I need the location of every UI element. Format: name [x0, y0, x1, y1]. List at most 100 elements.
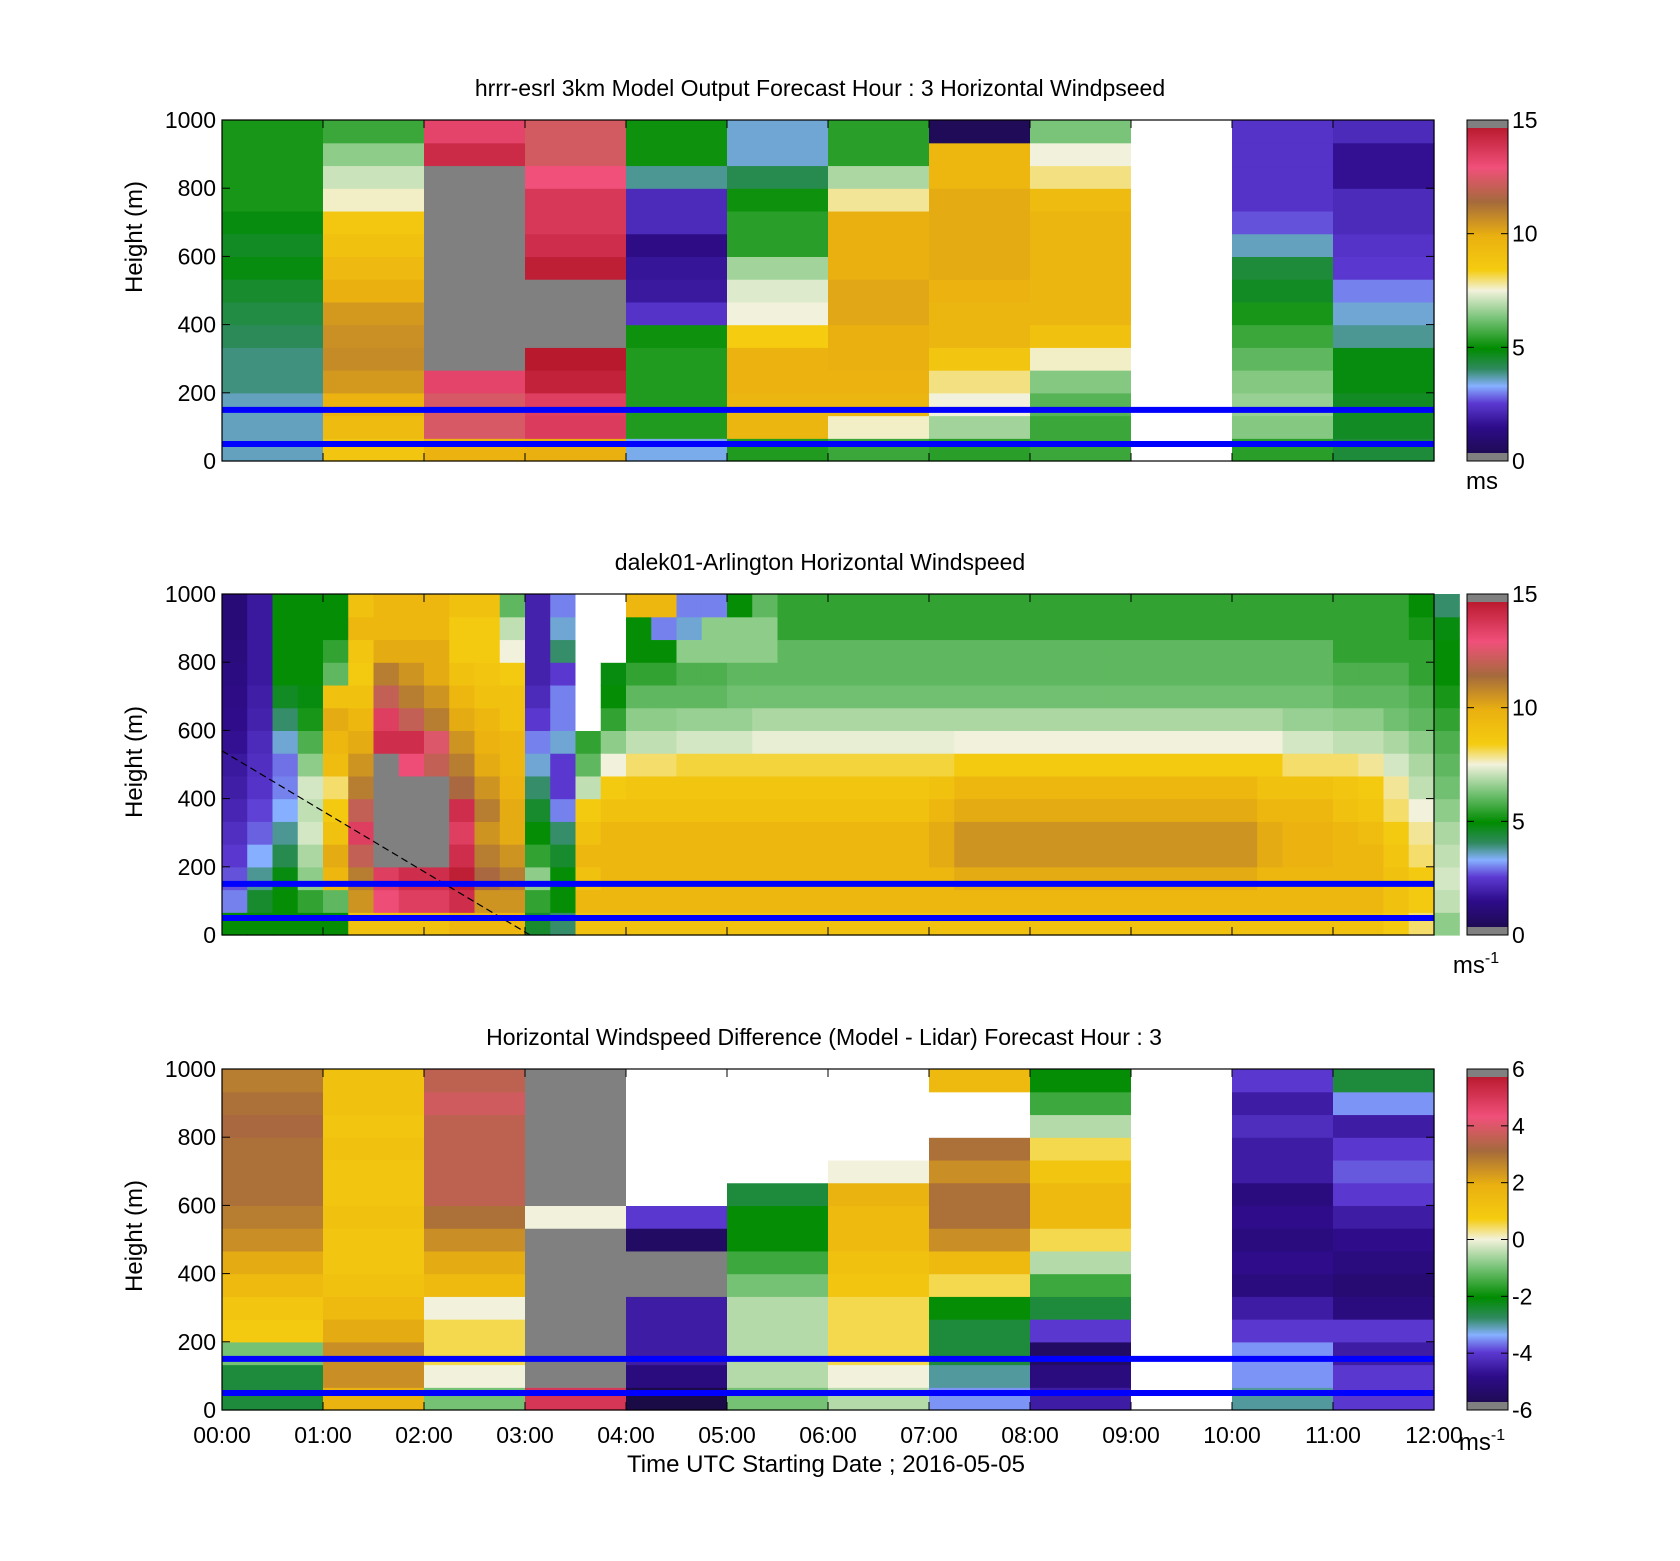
heatmap-cell [222, 662, 248, 686]
heatmap-cell [272, 775, 299, 800]
heatmap-cell [1408, 753, 1435, 777]
heatmap-cell [752, 594, 779, 618]
heatmap-cell [449, 594, 476, 618]
heatmap-cell [499, 798, 526, 822]
heatmap-cell [348, 616, 375, 641]
model-colorbar-unit: ms [1466, 468, 1498, 495]
colorbar-over-cap [1467, 120, 1508, 128]
heatmap-cell [1030, 1137, 1132, 1161]
heatmap-cell [828, 324, 930, 348]
heatmap-cell [1156, 775, 1183, 800]
heatmap-cell [828, 301, 930, 326]
heatmap-cell [1004, 798, 1031, 822]
heatmap-cell [1333, 1091, 1435, 1116]
heatmap-cell [323, 1159, 425, 1184]
heatmap-cell [626, 1364, 728, 1388]
heatmap-cell [828, 1205, 930, 1229]
heatmap-cell [1131, 301, 1233, 326]
heatmap-cell [1282, 730, 1309, 754]
heatmap-cell [600, 594, 627, 618]
heatmap-cell [222, 844, 248, 868]
heatmap-cell [1004, 684, 1031, 709]
heatmap-cell [1333, 370, 1435, 394]
heatmap-cell [398, 821, 425, 845]
heatmap-cell [979, 889, 1006, 913]
heatmap-cell [424, 707, 450, 731]
heatmap-cell [1030, 1250, 1132, 1275]
heatmap-cell [348, 639, 375, 663]
heatmap-cell [525, 1250, 627, 1275]
heatmap-cell [727, 707, 753, 731]
heatmap-cell [929, 256, 1031, 280]
heatmap-cell [474, 616, 501, 641]
heatmap-cell [1408, 639, 1435, 663]
heatmap-cell [979, 616, 1006, 641]
heatmap-cell [424, 120, 526, 144]
heatmap-cell [1358, 707, 1385, 731]
heatmap-cell [626, 233, 728, 257]
heatmap-cell [701, 798, 728, 822]
heatmap-cell [323, 279, 425, 303]
heatmap-cell [1181, 639, 1208, 663]
heatmap-cell [878, 775, 905, 800]
heatmap-cell [1333, 1228, 1435, 1252]
heatmap-cell [1232, 165, 1334, 189]
heatmap-cell [1408, 616, 1435, 641]
heatmap-cell [525, 798, 551, 822]
heatmap-cell [1257, 662, 1284, 686]
heatmap-cell [1055, 616, 1082, 641]
heatmap-cell [626, 324, 728, 348]
heatmap-cell [323, 1114, 425, 1138]
heatmap-cell [1131, 324, 1233, 348]
colorbar-gradient [1467, 594, 1508, 935]
lidar-heatmap: 0 200 400 600 800 1000 [165, 581, 1460, 948]
heatmap-cell [1131, 753, 1157, 777]
heatmap-cell [222, 594, 248, 618]
heatmap-cell [1030, 1228, 1132, 1252]
heatmap-cell [1030, 1273, 1132, 1297]
heatmap-cell [525, 684, 551, 709]
heatmap-cell [1232, 279, 1334, 303]
heatmap-cell [1307, 821, 1334, 845]
heatmap-cell [1181, 798, 1208, 822]
colorbar-tick-label: -4 [1512, 1340, 1533, 1366]
heatmap-cell [600, 775, 627, 800]
heatmap-cell [777, 798, 804, 822]
heatmap-cell [1030, 210, 1132, 235]
heatmap-cell [1257, 844, 1284, 868]
heatmap-cell [222, 1137, 324, 1161]
heatmap-cell [626, 821, 652, 845]
heatmap-cell [1232, 210, 1334, 235]
heatmap-cell [727, 233, 829, 257]
heatmap-cell [727, 798, 753, 822]
heatmap-cell [323, 684, 349, 709]
heatmap-cell [1105, 889, 1132, 913]
heatmap-cell [828, 707, 854, 731]
heatmap-cell [575, 639, 602, 663]
heatmap-cell [777, 821, 804, 845]
colorbar-tick-label: 15 [1512, 107, 1538, 133]
heatmap-cell [1131, 639, 1157, 663]
heatmap-cell [323, 1296, 425, 1320]
heatmap-cell [1232, 821, 1258, 845]
heatmap-cell [575, 684, 602, 709]
heatmap-cell [499, 684, 526, 709]
heatmap-cell [525, 142, 627, 167]
heatmap-cell [1131, 142, 1233, 167]
heatmap-cell [424, 1250, 526, 1275]
heatmap-cell [525, 1228, 627, 1252]
heatmap-cell [626, 684, 652, 709]
heatmap-cell [1131, 233, 1233, 257]
heatmap-cell [1232, 662, 1258, 686]
heatmap-cell [398, 889, 425, 913]
heatmap-cell [499, 821, 526, 845]
x-axis-tick-labels: 00:00 01:00 02:00 03:00 04:00 05:00 06:00 07:00… [193, 1422, 1463, 1448]
colorbar-tick-label: -6 [1512, 1397, 1532, 1423]
heatmap-cell [247, 889, 274, 913]
heatmap-cell [222, 324, 324, 348]
heatmap-cell [1408, 684, 1435, 709]
heatmap-cell [878, 821, 905, 845]
heatmap-cell [222, 639, 248, 663]
heatmap-cell [701, 707, 728, 731]
heatmap-cell [1232, 1296, 1334, 1320]
